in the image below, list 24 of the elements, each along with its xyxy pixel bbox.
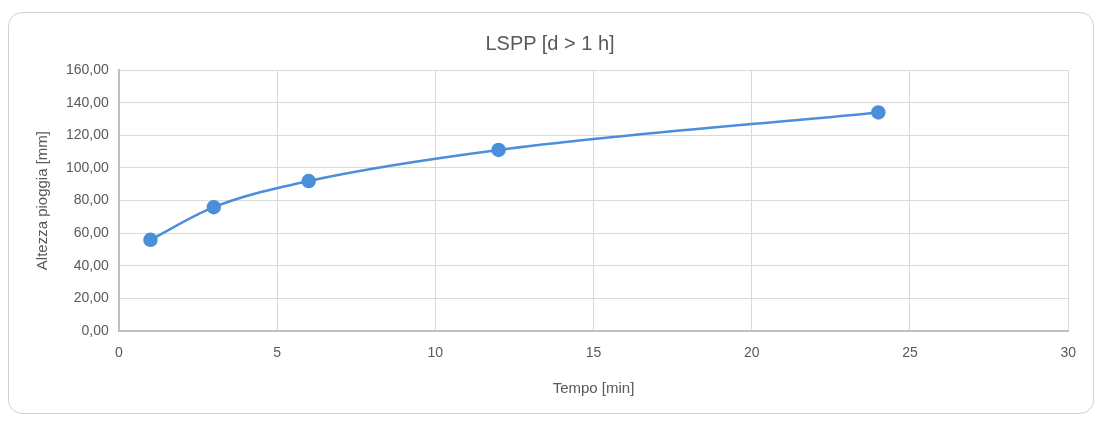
x-tick-label: 10	[427, 344, 444, 361]
chart-title: LSPP [d > 1 h]	[485, 31, 615, 54]
y-tick-label: 0,00	[81, 322, 110, 339]
x-tick-label: 5	[273, 344, 282, 361]
point	[206, 199, 222, 215]
y-tick-label: 80,00	[73, 191, 110, 208]
y-tick-label: 160,00	[65, 60, 110, 77]
point	[871, 105, 886, 120]
y-tick-label: 100,00	[65, 158, 110, 175]
x-tick-label: 25	[902, 344, 918, 361]
y-tick-label: 60,00	[73, 224, 110, 241]
y-axis-title: Altezza pioggia [mm]	[33, 130, 51, 271]
x-tick-label: 15	[585, 344, 602, 361]
y-tick-label: 20,00	[73, 289, 110, 306]
y-tick-label: 140,00	[65, 93, 110, 110]
x-tick-label: 20	[743, 344, 760, 361]
y-tick-label: 120,00	[65, 126, 110, 143]
point	[301, 173, 316, 189]
point	[491, 142, 506, 158]
y-tick-label: 40,00	[73, 256, 110, 273]
x-tick-label: 30	[1060, 344, 1077, 361]
x-tick-label: 0	[114, 344, 123, 361]
point	[143, 232, 158, 248]
x-axis-title: Tempo [min]	[552, 379, 635, 397]
